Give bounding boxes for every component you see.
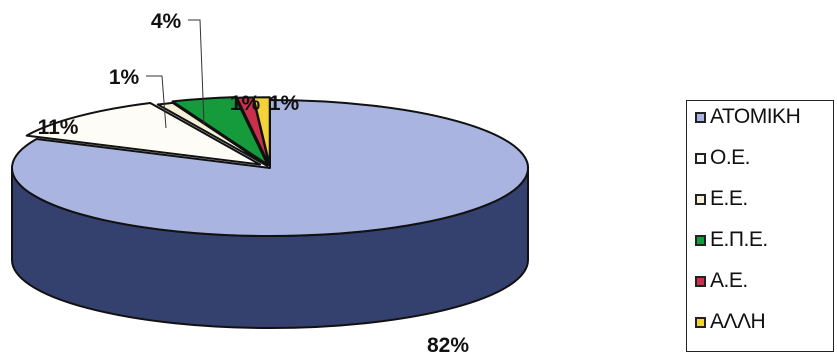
legend-item-1: Ο.Ε.	[695, 146, 751, 170]
leader-line-3	[188, 19, 205, 125]
data-label-1: 11%	[38, 116, 79, 139]
legend-label-4: Α.Ε.	[710, 269, 748, 292]
legend-swatch-5	[695, 316, 706, 328]
data-label-3: 4%	[151, 10, 182, 33]
legend-item-2: Ε.Ε.	[695, 187, 748, 211]
data-label-2: 1%	[109, 66, 140, 89]
legend-label-0: ΑΤΟΜΙΚΗ	[710, 105, 801, 128]
legend-swatch-0	[695, 111, 706, 123]
pie-tops	[11, 96, 529, 237]
legend-item-4: Α.Ε.	[695, 269, 748, 293]
pie-slice-2	[156, 101, 269, 168]
data-label-0: 82%	[427, 334, 469, 356]
pie-labels: 82% 11% 1% 4% 1% 1%	[38, 10, 470, 357]
data-label-5: 1%	[269, 92, 300, 115]
legend-swatch-1	[695, 152, 706, 164]
legend: ΑΤΟΜΙΚΗ Ο.Ε. Ε.Ε. Ε.Π.Ε. Α.Ε. ΑΛΛΗ	[686, 100, 834, 352]
pie-slice-0	[11, 99, 529, 237]
legend-item-5: ΑΛΛΗ	[695, 310, 766, 334]
legend-label-1: Ο.Ε.	[710, 146, 751, 169]
legend-swatch-4	[695, 275, 706, 287]
legend-label-2: Ε.Ε.	[710, 187, 748, 210]
legend-label-5: ΑΛΛΗ	[710, 310, 766, 333]
legend-item-0: ΑΤΟΜΙΚΗ	[695, 105, 801, 129]
data-label-4: 1%	[230, 92, 261, 115]
pie-slice-5	[252, 96, 271, 167]
legend-swatch-2	[695, 193, 706, 205]
legend-item-3: Ε.Π.Ε.	[695, 228, 768, 252]
pie-slice-1	[25, 102, 262, 166]
leader-line-2	[146, 75, 167, 129]
legend-label-3: Ε.Π.Ε.	[710, 228, 768, 251]
legend-swatch-3	[695, 234, 706, 246]
